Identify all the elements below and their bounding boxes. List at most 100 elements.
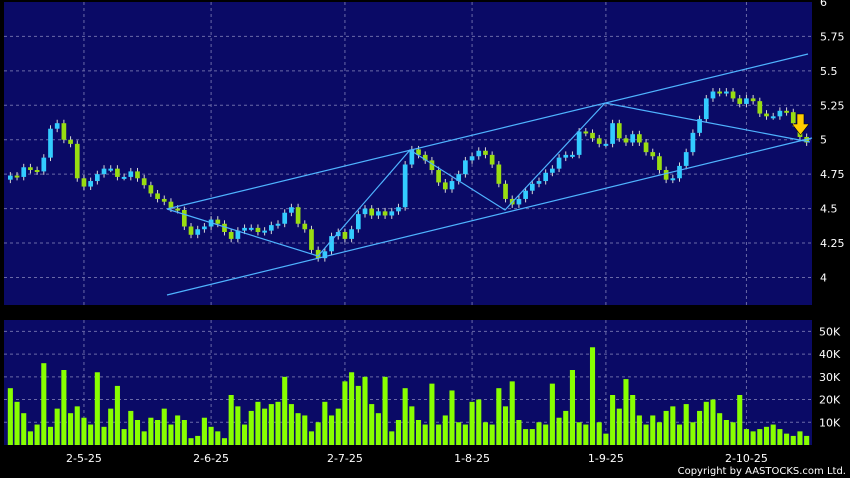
- volume-bar: [536, 422, 542, 445]
- candle-body: [489, 154, 495, 165]
- volume-bar: [322, 401, 328, 445]
- candle-body: [436, 170, 441, 183]
- price-tick-label: 4.5: [820, 203, 838, 216]
- candle-body: [349, 229, 354, 239]
- volume-bar: [422, 424, 428, 445]
- candle-body: [523, 190, 528, 199]
- volume-bar: [516, 420, 522, 445]
- price-tick-label: 5.75: [820, 30, 845, 43]
- volume-bar: [436, 424, 442, 445]
- candle-body: [202, 226, 207, 230]
- candle-body: [376, 211, 381, 216]
- volume-bar: [482, 422, 488, 445]
- candle-body: [369, 208, 375, 216]
- down-arrow-icon: [791, 113, 810, 136]
- volume-bar: [763, 426, 770, 445]
- candle-body: [68, 139, 73, 144]
- volume-bar: [643, 424, 649, 445]
- volume-bar: [308, 431, 315, 445]
- candle-body: [683, 152, 689, 166]
- volume-bar: [282, 376, 288, 445]
- volume-bar: [449, 390, 455, 445]
- volume-bar: [663, 410, 669, 445]
- volume-bar: [415, 420, 422, 445]
- candle-body: [295, 207, 301, 224]
- volume-bar: [141, 431, 147, 445]
- candle-body: [14, 175, 20, 178]
- volume-bar: [61, 370, 67, 445]
- volume-bar: [750, 431, 756, 445]
- volume-bar: [804, 435, 810, 445]
- volume-bar: [14, 401, 20, 445]
- candle-body: [422, 154, 428, 161]
- volume-bar: [543, 424, 549, 445]
- volume-bar: [409, 406, 415, 445]
- volume-bar: [94, 372, 100, 445]
- candle-body: [703, 98, 709, 120]
- volume-bar: [737, 395, 743, 445]
- x-tick-label: 1-9-25: [588, 452, 624, 465]
- volume-bar: [456, 422, 462, 445]
- volume-tick-label: 50K: [819, 325, 841, 338]
- volume-bar: [496, 388, 502, 445]
- volume-bar: [583, 424, 589, 445]
- volume-bar: [181, 420, 187, 445]
- price-tick-label: 5.25: [820, 99, 845, 112]
- candle-body: [155, 193, 160, 199]
- candle-body: [54, 123, 60, 129]
- candle-body: [583, 131, 589, 134]
- volume-bar: [489, 424, 495, 445]
- volume-bar: [469, 401, 475, 445]
- volume-bar: [355, 385, 361, 445]
- price-tick-label: 4.75: [820, 168, 845, 181]
- volume-bar: [703, 401, 709, 445]
- volume-bar: [382, 376, 388, 445]
- price-panel: [4, 2, 812, 305]
- volume-bar: [650, 415, 656, 445]
- x-tick-label: 1-8-25: [454, 452, 490, 465]
- volume-bar: [362, 376, 368, 445]
- candle-body: [248, 227, 254, 230]
- volume-bar: [302, 415, 308, 445]
- candle-body: [115, 168, 120, 177]
- x-tick-label: 2-6-25: [193, 452, 229, 465]
- candle-body: [463, 160, 468, 175]
- volume-bar: [34, 424, 40, 445]
- volume-bar: [556, 417, 562, 445]
- candle-body: [663, 170, 669, 180]
- candle-body: [409, 149, 415, 165]
- candle-body: [315, 249, 321, 259]
- candle-body: [396, 207, 401, 212]
- candle-body: [128, 171, 134, 177]
- candle-body: [737, 98, 743, 104]
- volume-bar: [523, 429, 529, 445]
- volume-bar: [616, 408, 622, 445]
- candle-body: [255, 227, 261, 233]
- candle-body: [570, 154, 575, 157]
- candle-body: [529, 183, 535, 191]
- volume-bar: [47, 426, 54, 445]
- volume-bar: [215, 431, 221, 445]
- candle-body: [88, 181, 93, 187]
- candle-body: [48, 128, 53, 158]
- candle-body: [777, 110, 783, 117]
- volume-bar: [375, 413, 381, 445]
- candle-body: [342, 232, 348, 239]
- candle-body: [34, 170, 40, 173]
- volume-bar: [255, 401, 261, 445]
- volume-bar: [717, 413, 723, 445]
- candle-body: [195, 229, 201, 235]
- swing-zigzag-line: [166, 102, 811, 257]
- price-tick-label: 6: [820, 0, 827, 9]
- candle-body: [362, 208, 368, 215]
- candle-body: [262, 230, 267, 233]
- candle-body: [744, 98, 749, 104]
- volume-tick-label: 10K: [819, 416, 841, 429]
- volume-bar: [21, 413, 27, 445]
- volume-bar: [389, 431, 395, 445]
- candle-body: [757, 101, 763, 114]
- candle-body: [563, 154, 569, 158]
- volume-bar: [235, 406, 241, 445]
- volume-bar: [201, 417, 207, 445]
- candle-body: [41, 157, 47, 172]
